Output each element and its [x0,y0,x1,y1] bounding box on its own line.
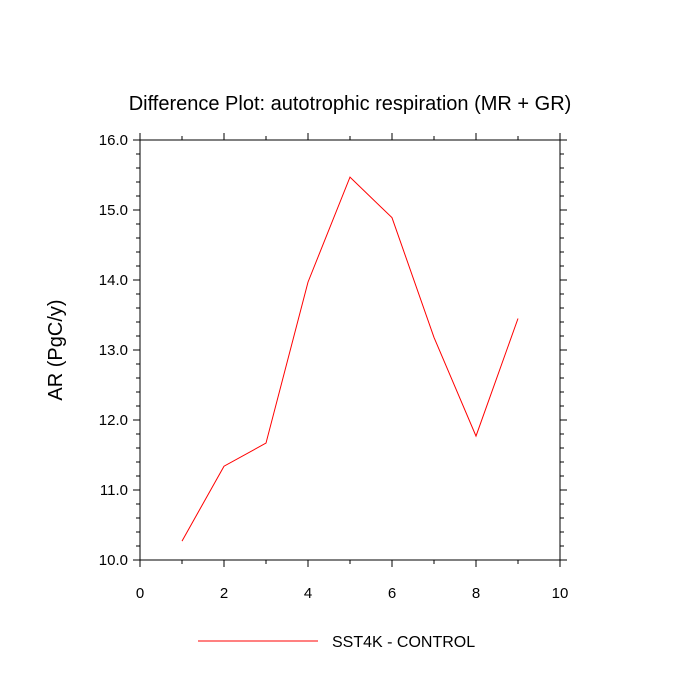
x-tick-label: 0 [136,585,144,602]
y-tick-label: 12.0 [99,412,128,429]
x-tick-label: 8 [472,585,480,602]
y-axis-label: AR (PgC/y) [45,299,67,400]
y-tick-label: 15.0 [99,202,128,219]
y-tick-label: 16.0 [99,132,128,149]
chart-title: Difference Plot: autotrophic respiration… [129,93,572,115]
x-tick-label: 6 [388,585,396,602]
axis-ticks: 0 2 4 6 8 10 10.0 11.0 12.0 13.0 14.0 15.0 16.0 [99,132,569,602]
x-tick-label: 4 [304,585,312,602]
x-tick-label: 2 [220,585,228,602]
y-tick-label: 10.0 [99,552,128,569]
y-tick-label: 14.0 [99,272,128,289]
x-tick-label: 10 [552,585,569,602]
series-layer [181,176,519,542]
series-line [181,176,519,542]
legend: SST4K - CONTROL [198,634,475,651]
y-tick-label: 11.0 [100,482,128,499]
y-tick-label: 13.0 [99,342,128,359]
legend-label: SST4K - CONTROL [332,634,475,651]
plot-frame [139,139,561,561]
